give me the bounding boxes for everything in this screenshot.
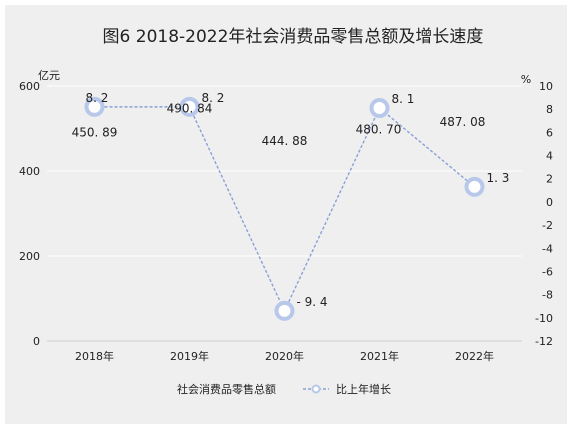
y-right-tick-label: 4	[546, 150, 553, 163]
y-right-tick-label: 0	[546, 196, 553, 209]
y-right-tick-label: -6	[542, 265, 553, 278]
legend-label-total: 社会消费品零售总额	[177, 382, 276, 396]
x-tick-label: 2018年	[75, 349, 114, 363]
chart-panel: 图6 2018-2022年社会消费品零售总额及增长速度 亿元 % 0 200 400…	[5, 5, 567, 424]
total-value-label: 450. 89	[72, 125, 118, 139]
growth-value-label: 8. 2	[202, 91, 225, 105]
y-right-tick-label: -10	[535, 312, 553, 325]
gridlines	[47, 85, 522, 342]
growth-point-marker	[369, 98, 390, 119]
growth-point-marker	[274, 300, 295, 321]
legend: 社会消费品零售总额 比上年增长	[177, 382, 391, 396]
growth-point-marker	[84, 96, 105, 117]
growth-point-marker	[464, 176, 485, 197]
total-value-label: 480. 70	[356, 123, 402, 137]
y-left-tick-label: 400	[19, 165, 40, 178]
chart-svg: 图6 2018-2022年社会消费品零售总额及增长速度 亿元 % 0200400…	[19, 27, 553, 396]
y-left-tick-label: 600	[19, 80, 40, 93]
growth-series	[84, 96, 485, 321]
y-right-tick-label: -12	[535, 335, 553, 348]
growth-value-label: 8. 1	[392, 92, 415, 106]
x-tick-label: 2020年	[265, 349, 304, 363]
x-tick-label: 2021年	[360, 349, 399, 363]
growth-value-label: 1. 3	[487, 171, 510, 185]
axis-ticks: 0 200 400 600 10 8 6 4 2 0 -2 -4 -6 -8 -10 -12 2018年 2019…	[19, 80, 553, 363]
y-right-tick-label: 10	[539, 80, 553, 93]
legend-label-growth: 比上年增长	[336, 382, 391, 396]
y-left-axis-label: 亿元	[38, 69, 60, 82]
y-right-axis-label: %	[521, 73, 531, 86]
total-value-label: 490. 84	[167, 101, 213, 115]
y-right-tick-label: -2	[542, 219, 553, 232]
y-right-tick-label: -4	[542, 242, 553, 255]
growth-point-marker	[179, 96, 200, 117]
data-labels: 8. 2 8. 2 - 9. 4 8. 1 1. 3 450. 89 490. 84 444.…	[72, 91, 510, 309]
y-right-tick-label: 6	[546, 126, 553, 139]
y-right-tick-label: -8	[542, 289, 553, 302]
x-tick-label: 2022年	[455, 349, 494, 363]
growth-value-label: 8. 2	[86, 91, 109, 105]
y-left-tick-label: 0	[33, 335, 40, 348]
chart-title: 图6 2018-2022年社会消费品零售总额及增长速度	[103, 27, 484, 47]
legend-swatch-marker	[311, 384, 321, 394]
y-right-tick-label: 8	[546, 103, 553, 116]
x-tick-label: 2019年	[170, 349, 209, 363]
y-right-tick-label: 2	[546, 173, 553, 186]
growth-value-label: - 9. 4	[297, 295, 328, 309]
total-value-label: 487. 08	[440, 115, 486, 129]
total-value-label: 444. 88	[262, 134, 308, 148]
y-left-tick-label: 200	[19, 250, 40, 263]
